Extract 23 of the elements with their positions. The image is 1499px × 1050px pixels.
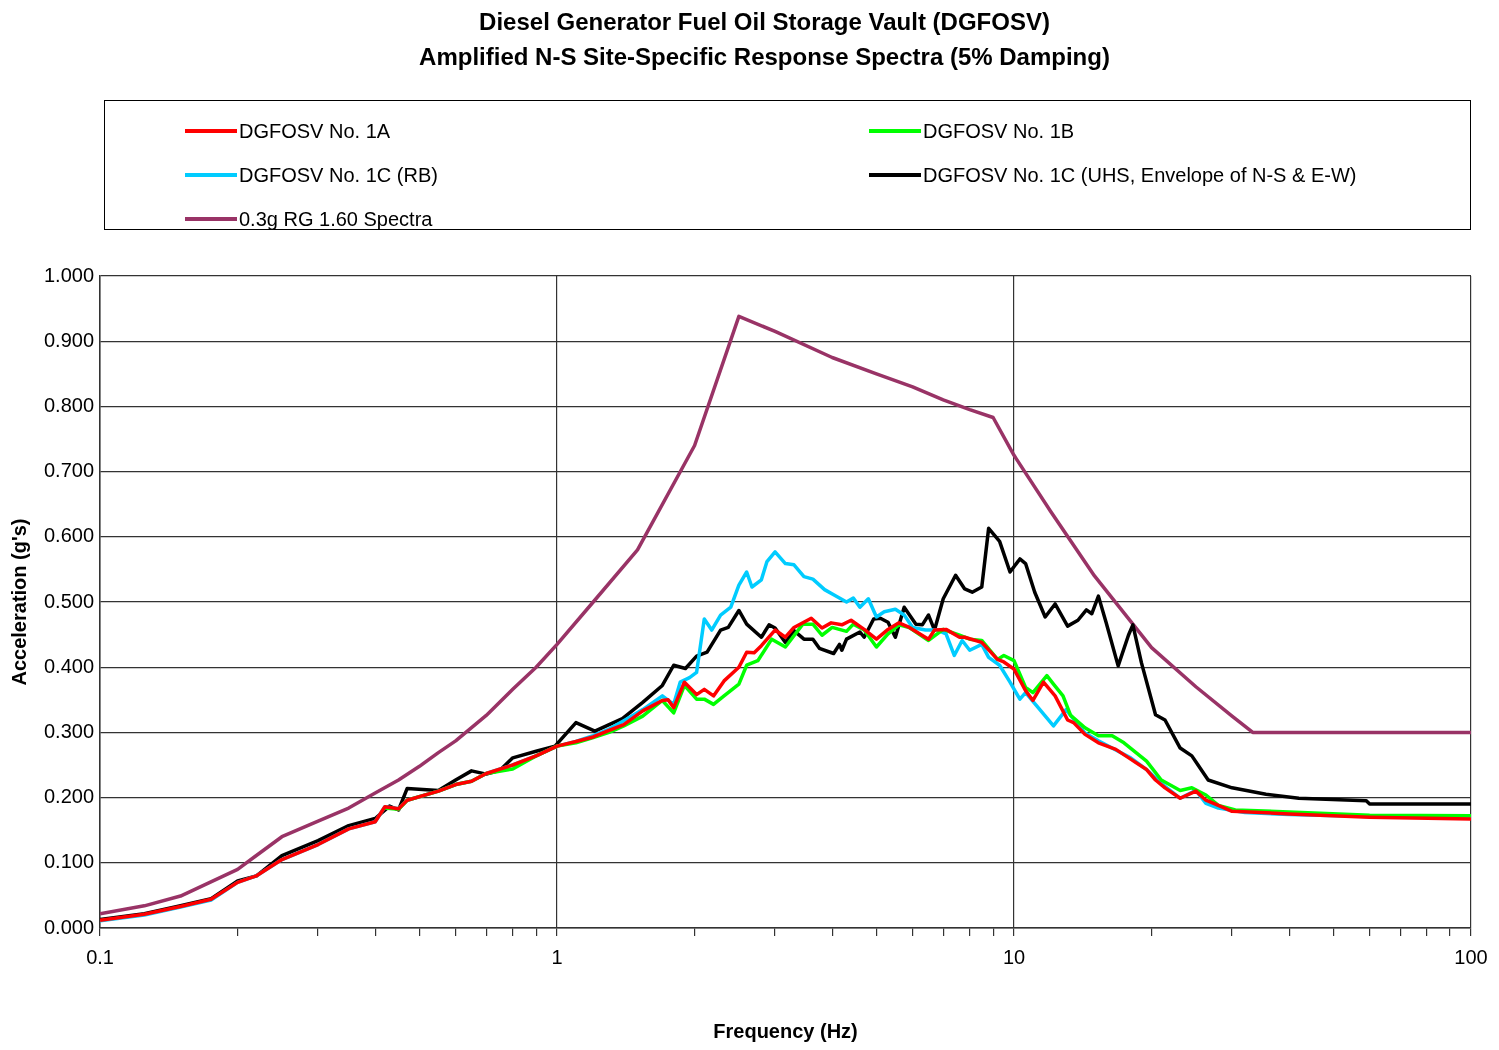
y-axis-title: Acceleration (g's): [7, 518, 30, 686]
y-tick-label: 0.400: [43, 654, 95, 677]
y-tick-label: 0.500: [43, 589, 95, 612]
y-tick-label: 0.700: [43, 459, 95, 482]
y-tick-label: 1.000: [43, 263, 95, 286]
legend-label: DGFOSV No. 1C (UHS, Envelope of N-S & E-W): [923, 163, 1357, 187]
legend-label: 0.3g RG 1.60 Spectra: [239, 207, 433, 231]
y-tick-label: 0.000: [43, 915, 95, 938]
y-tick-label: 0.900: [43, 328, 95, 351]
y-tick-label: 0.300: [43, 719, 95, 742]
legend-label: DGFOSV No. 1C (RB): [239, 163, 438, 187]
x-axis-title: Frequency (Hz): [713, 1019, 858, 1042]
y-tick-label: 0.800: [43, 393, 95, 416]
x-tick-label: 0.1: [86, 945, 114, 968]
y-tick-label: 0.600: [43, 524, 95, 547]
legend-label: DGFOSV No. 1B: [923, 119, 1075, 143]
chart-title: Diesel Generator Fuel Oil Storage Vault (DGFOSV) Amplified N-S Site-Specific Response Spectra (5% Damping): [418, 7, 1111, 72]
x-tick-label: 100: [1454, 945, 1488, 968]
legend-label: DGFOSV No. 1A: [239, 119, 391, 143]
y-tick-label: 0.200: [43, 785, 95, 808]
y-tick-label: 0.100: [43, 850, 95, 873]
x-tick-label: 1: [551, 945, 563, 968]
x-tick-label: 10: [1002, 945, 1026, 968]
